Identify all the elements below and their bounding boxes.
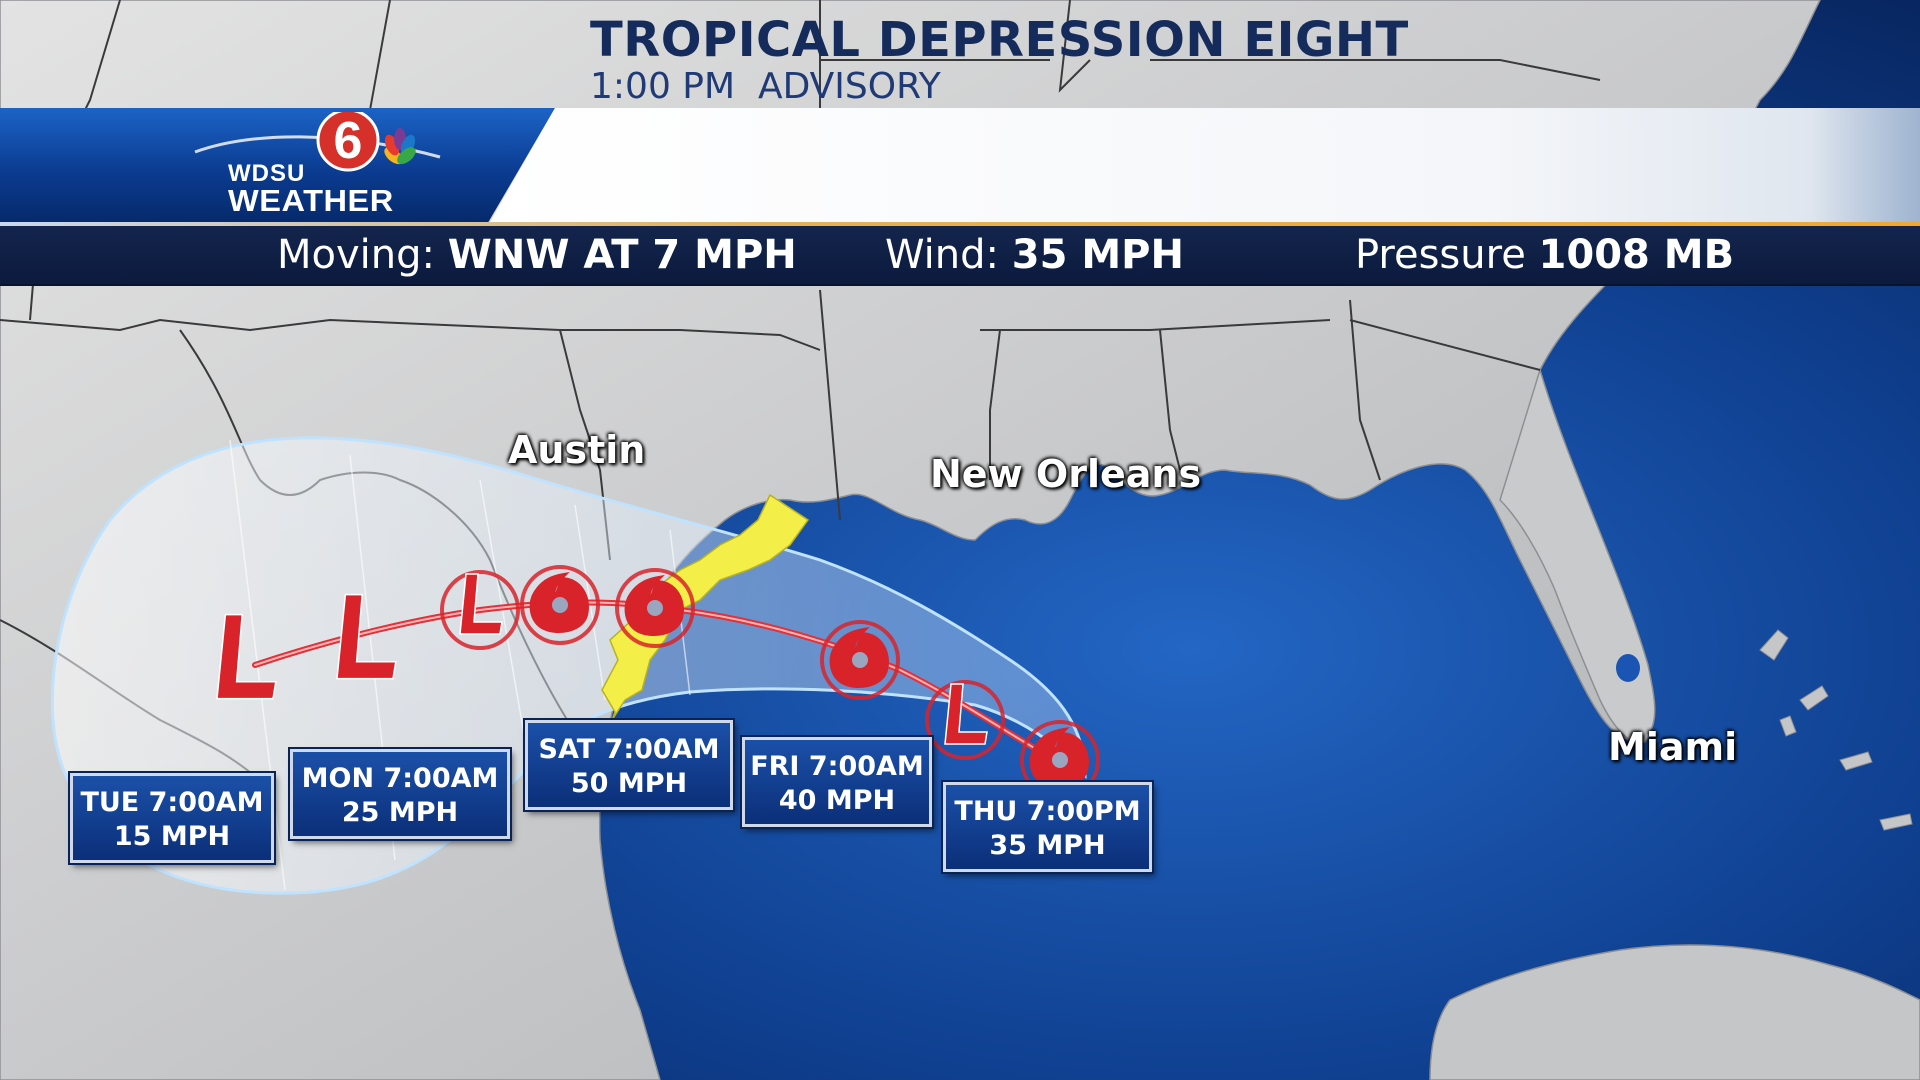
title-panel	[490, 108, 1920, 222]
moving-label: Moving:	[277, 232, 435, 278]
storm-symbol-low-0	[216, 613, 277, 700]
storm-symbol-storm-4	[615, 568, 695, 648]
florida-peninsula	[1499, 367, 1656, 744]
city-label-new-orleans: New Orleans	[930, 452, 1202, 496]
storm-info-bar: Moving: WNW AT 7 MPH Wind: 35 MPH Pressu…	[0, 226, 1920, 286]
title-panel-fade	[1810, 108, 1920, 222]
forecast-speed: 35 MPH	[989, 830, 1106, 861]
forecast-box-fri: FRI 7:00AM 40 MPH	[742, 737, 932, 827]
forecast-box-tue: TUE 7:00AM 15 MPH	[70, 773, 274, 863]
lake-okeechobee	[1616, 654, 1640, 682]
wind-label: Wind:	[885, 232, 1000, 278]
wind-value: 35 MPH	[1011, 232, 1184, 278]
logo-panel	[0, 108, 555, 222]
storm-symbols	[216, 565, 1100, 800]
forecast-time: TUE 7:00AM	[80, 787, 264, 818]
nbc-peacock-icon	[384, 128, 416, 165]
wdsu-logo: 6	[194, 112, 441, 172]
storm-symbol-storm-3	[520, 565, 600, 645]
moving-value: WNW AT 7 MPH	[447, 232, 797, 278]
wind-info: Wind: 35 MPH	[885, 232, 1184, 278]
logo-six: 6	[334, 112, 363, 170]
storm-symbol-low-6	[925, 680, 1005, 760]
forecast-speed: 40 MPH	[778, 785, 896, 816]
city-label-miami: Miami	[1608, 725, 1738, 769]
forecast-box-mon: MON 7:00AM 25 MPH	[290, 749, 510, 839]
logo-six-circle	[316, 112, 380, 172]
forecast-time: MON 7:00AM	[301, 763, 499, 794]
storm-symbol-low-1	[336, 593, 397, 680]
logo-wdsu-text: WDSU	[228, 160, 306, 187]
cuba	[1429, 944, 1920, 1080]
forecast-box-sat: SAT 7:00AM 50 MPH	[525, 720, 733, 810]
logo-weather-text: WEATHER	[228, 183, 394, 218]
forecast-speed: 25 MPH	[341, 797, 459, 828]
forecast-time: THU 7:00PM	[954, 796, 1141, 827]
pressure-info: Pressure 1008 MB	[1355, 232, 1734, 278]
storm-title: TROPICAL DEPRESSION EIGHT	[590, 12, 1409, 68]
forecast-speed: 50 MPH	[570, 768, 688, 799]
forecast-time: SAT 7:00AM	[538, 734, 720, 765]
header-divider	[0, 222, 1920, 226]
storm-symbol-storm-5	[820, 620, 900, 700]
pressure-value: 1008 MB	[1538, 232, 1735, 278]
moving-info: Moving: WNW AT 7 MPH	[277, 232, 797, 278]
advisory-time: 1:00 PM ADVISORY	[590, 66, 941, 107]
storm-symbol-low-2	[440, 570, 520, 650]
forecast-box-thu: THU 7:00PM 35 MPH	[943, 782, 1152, 872]
forecast-time: FRI 7:00AM	[750, 751, 924, 782]
pressure-label: Pressure	[1355, 232, 1526, 278]
header-banner	[0, 108, 1920, 222]
forecast-speed: 15 MPH	[113, 821, 231, 852]
city-label-austin: Austin	[508, 428, 646, 472]
bahamas	[1759, 629, 1913, 831]
